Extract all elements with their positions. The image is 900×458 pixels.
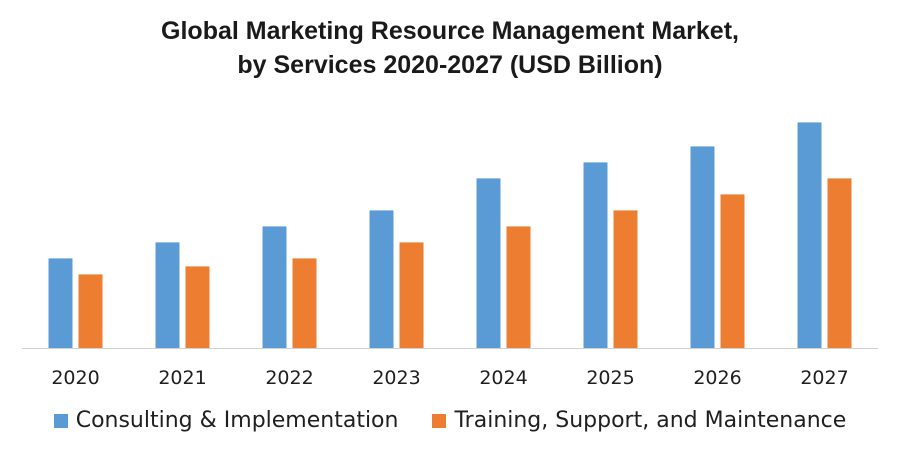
chart-title-line1: Global Marketing Resource Management Mar…: [161, 17, 739, 45]
bar-consulting-2027: [797, 122, 822, 349]
x-tick-label-2022: 2022: [265, 367, 313, 389]
bar-training-2022: [292, 258, 317, 348]
x-tick-label-2027: 2027: [800, 367, 848, 389]
legend-label-consulting: Consulting & Implementation: [75, 408, 399, 433]
chart-legend: Consulting & Implementation Training, Su…: [0, 408, 900, 433]
legend-item-consulting: Consulting & Implementation: [53, 408, 399, 433]
bar-training-2021: [185, 266, 210, 348]
bar-consulting-2025: [583, 162, 608, 348]
bar-chart-plot: 2020 2021 2022 2023 2024 2025 2026 2027: [22, 122, 878, 389]
bar-training-2024: [506, 226, 531, 348]
x-tick-label-2020: 2020: [51, 367, 99, 389]
x-tick-label-2024: 2024: [479, 367, 527, 389]
bar-training-2023: [399, 242, 424, 348]
bar-training-2027: [827, 178, 852, 348]
chart-title-line2: by Services 2020-2027 (USD Billion): [237, 51, 663, 79]
chart-title: Global Marketing Resource Management Mar…: [0, 14, 900, 82]
bar-consulting-2020: [48, 258, 73, 348]
bar-consulting-2021: [155, 242, 180, 348]
bar-training-2025: [613, 210, 638, 348]
x-tick-label-2026: 2026: [693, 367, 741, 389]
x-tick-label-2021: 2021: [158, 367, 206, 389]
bar-consulting-2023: [369, 210, 394, 348]
bar-consulting-2022: [262, 226, 287, 348]
bar-consulting-2024: [476, 178, 501, 348]
x-tick-label-2025: 2025: [586, 367, 634, 389]
legend-label-training: Training, Support, and Maintenance: [454, 408, 847, 433]
bar-consulting-2026: [690, 146, 715, 348]
legend-swatch-consulting: [53, 413, 68, 428]
legend-item-training: Training, Support, and Maintenance: [432, 408, 846, 433]
bar-training-2020: [78, 274, 103, 348]
x-tick-label-2023: 2023: [372, 367, 420, 389]
legend-swatch-training: [432, 413, 447, 428]
bar-training-2026: [720, 194, 745, 348]
